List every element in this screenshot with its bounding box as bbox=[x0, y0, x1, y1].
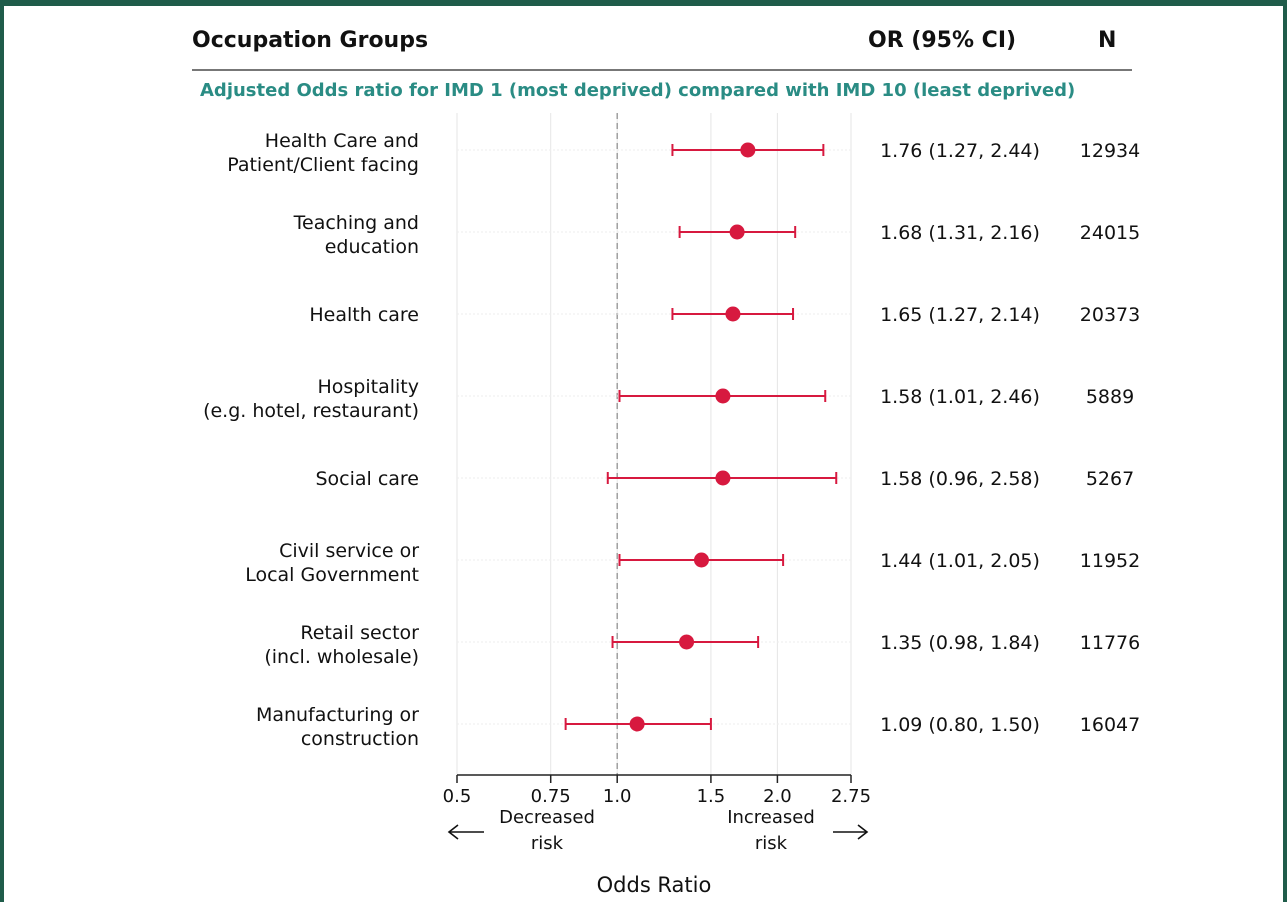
group-label: Social care bbox=[315, 468, 419, 490]
decreased-risk-label: risk bbox=[531, 833, 564, 854]
odds-ratio-point bbox=[715, 388, 731, 404]
or-ci-value: 1.09 (0.80, 1.50) bbox=[880, 714, 1040, 736]
or-ci-value: 1.58 (1.01, 2.46) bbox=[880, 386, 1040, 408]
left-arrow-icon bbox=[447, 824, 459, 840]
x-tick-label: 0.75 bbox=[531, 786, 571, 807]
x-tick-label: 1.5 bbox=[697, 786, 726, 807]
odds-ratio-point bbox=[629, 716, 645, 732]
group-label: Health care bbox=[309, 304, 419, 326]
group-label: Health Care and bbox=[265, 130, 419, 152]
header-occupation-groups: Occupation Groups bbox=[192, 28, 429, 53]
x-axis-title: Odds Ratio bbox=[597, 873, 712, 897]
group-label: Patient/Client facing bbox=[227, 154, 419, 176]
odds-ratio-point bbox=[725, 306, 741, 322]
header-or-ci: OR (95% CI) bbox=[868, 28, 1017, 53]
increased-risk-label: Increased bbox=[727, 807, 815, 828]
group-label: Retail sector bbox=[300, 622, 419, 644]
x-tick-label: 0.5 bbox=[443, 786, 472, 807]
decreased-risk-label: Decreased bbox=[499, 807, 595, 828]
sample-size-value: 16047 bbox=[1080, 714, 1140, 736]
group-label: Hospitality bbox=[318, 376, 420, 398]
or-ci-value: 1.35 (0.98, 1.84) bbox=[880, 632, 1040, 654]
odds-ratio-point bbox=[740, 142, 756, 158]
group-label: (e.g. hotel, restaurant) bbox=[203, 400, 419, 422]
header-divider bbox=[192, 69, 1132, 71]
group-label: Manufacturing or bbox=[256, 704, 419, 726]
group-label: (incl. wholesale) bbox=[264, 646, 419, 668]
sample-size-value: 20373 bbox=[1080, 304, 1140, 326]
group-label: Local Government bbox=[245, 564, 419, 586]
odds-ratio-point bbox=[729, 224, 745, 240]
group-label: construction bbox=[301, 728, 419, 750]
x-tick-label: 2.75 bbox=[831, 786, 871, 807]
or-ci-value: 1.65 (1.27, 2.14) bbox=[880, 304, 1040, 326]
x-tick-label: 1.0 bbox=[603, 786, 632, 807]
chart-subtitle: Adjusted Odds ratio for IMD 1 (most depr… bbox=[200, 80, 1076, 101]
right-arrow-icon bbox=[857, 824, 869, 840]
odds-ratio-point bbox=[693, 552, 709, 568]
sample-size-value: 11776 bbox=[1080, 632, 1140, 654]
group-label: Civil service or bbox=[279, 540, 419, 562]
odds-ratio-point bbox=[715, 470, 731, 486]
sample-size-value: 11952 bbox=[1080, 550, 1140, 572]
sample-size-value: 5889 bbox=[1086, 386, 1134, 408]
or-ci-value: 1.68 (1.31, 2.16) bbox=[880, 222, 1040, 244]
increased-risk-label: risk bbox=[755, 833, 788, 854]
or-ci-value: 1.76 (1.27, 2.44) bbox=[880, 140, 1040, 162]
header-n: N bbox=[1098, 28, 1117, 53]
x-tick-label: 2.0 bbox=[763, 786, 792, 807]
sample-size-value: 12934 bbox=[1080, 140, 1140, 162]
or-ci-value: 1.44 (1.01, 2.05) bbox=[880, 550, 1040, 572]
group-label: Teaching and bbox=[293, 212, 419, 234]
group-label: education bbox=[325, 236, 419, 258]
odds-ratio-point bbox=[679, 634, 695, 650]
or-ci-value: 1.58 (0.96, 2.58) bbox=[880, 468, 1040, 490]
sample-size-value: 5267 bbox=[1086, 468, 1134, 490]
sample-size-value: 24015 bbox=[1080, 222, 1140, 244]
